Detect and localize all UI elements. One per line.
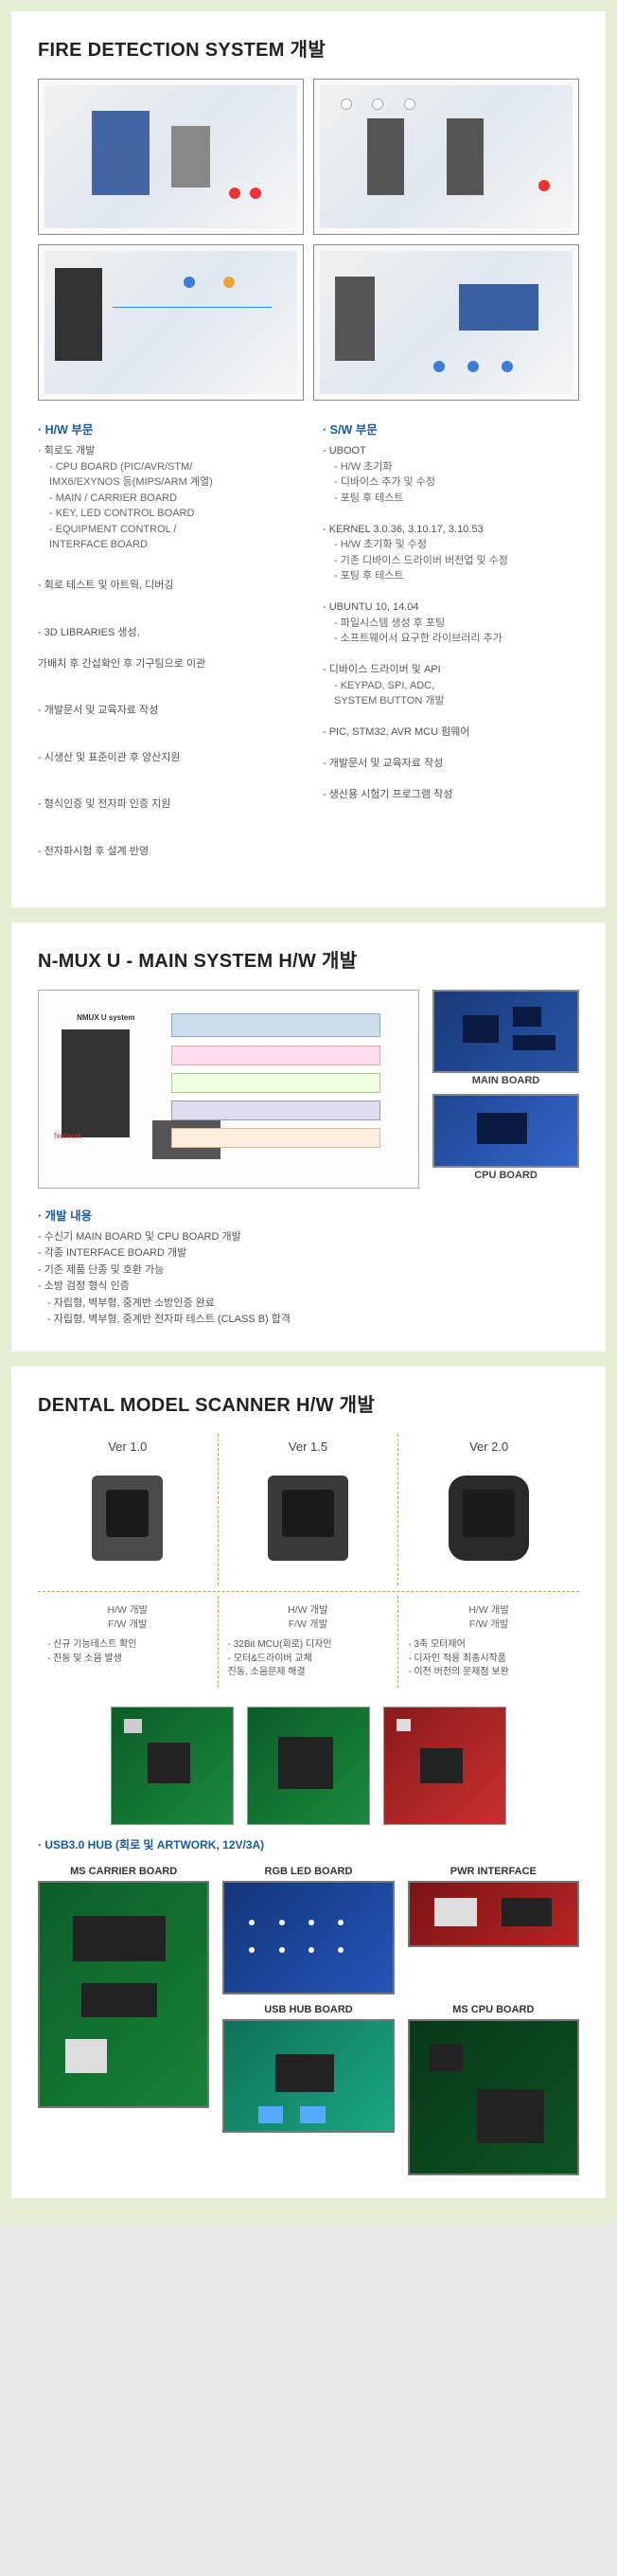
system-diagram-3 xyxy=(38,244,304,401)
dev-content-head: · 개발 내용 xyxy=(38,1206,579,1224)
version-desc-head: H/W 개발 F/W 개발 xyxy=(408,1603,570,1631)
rgb-led-label: RGB LED BOARD xyxy=(222,1866,394,1877)
rgb-led-item: RGB LED BOARD xyxy=(222,1866,394,1995)
hw-bullets-2: - 회로 테스트 및 아트웍, 디버깅 - 3D LIBRARIES 생성, 가… xyxy=(38,563,294,875)
diagram-grid xyxy=(38,79,579,401)
usb-hub-item: USB HUB BOARD xyxy=(222,2004,394,2175)
sw-bullets: - UBOOT - H/W 초기화 - 디바이스 추가 및 수정 - 포팅 후 … xyxy=(323,443,579,803)
system-diagram-2 xyxy=(313,79,579,235)
nmux-row: Network NMUX U system MAIN BOARD CPU BOA… xyxy=(38,990,579,1189)
version-title: Ver 2.0 xyxy=(406,1440,572,1454)
version-desc-1: H/W 개발 F/W 개발 - 신규 기능테스트 확인 - 진동 및 소음 발생 xyxy=(38,1596,219,1688)
board-thumbnails: MAIN BOARD CPU BOARD xyxy=(432,990,579,1189)
system-diagram-1 xyxy=(38,79,304,235)
ms-cpu-item: MS CPU BOARD xyxy=(408,2004,579,2175)
pwr-interface-item: PWR INTERFACE xyxy=(408,1866,579,1995)
section-title: FIRE DETECTION SYSTEM 개발 xyxy=(38,34,579,62)
scanner-image-v15 xyxy=(226,1463,391,1572)
version-cell-2: Ver 1.5 xyxy=(219,1434,399,1585)
page-container: FIRE DETECTION SYSTEM 개발 xyxy=(0,0,617,2225)
usb-hub-board-image xyxy=(222,2019,394,2133)
section-nmux: N-MUX U - MAIN SYSTEM H/W 개발 Network NMU… xyxy=(11,922,606,1352)
usb-hub-label: USB HUB BOARD xyxy=(222,2004,394,2015)
cpu-board-thumb xyxy=(432,1094,579,1168)
version-cell-3: Ver 2.0 xyxy=(398,1434,579,1585)
version-title: Ver 1.0 xyxy=(45,1440,210,1454)
hw-column: · H/W 부문 · 회로도 개발 - CPU BOARD (PIC/AVR/S… xyxy=(38,420,294,885)
version-title: Ver 1.5 xyxy=(226,1440,391,1454)
scanner-image-v2 xyxy=(406,1463,572,1572)
system-diagram-4 xyxy=(313,244,579,401)
section-fire-detection: FIRE DETECTION SYSTEM 개발 xyxy=(11,11,606,907)
hw-head: · H/W 부문 xyxy=(38,420,294,438)
nmux-system-diagram: Network NMUX U system xyxy=(38,990,419,1189)
usb-hub-note: · USB3.0 HUB (회로 및 ARTWORK, 12V/3A) xyxy=(38,1836,579,1852)
pcb-red xyxy=(383,1707,506,1825)
rgb-led-board-image xyxy=(222,1881,394,1995)
bottom-board-grid: MS CARRIER BOARD RGB LED BOARD PWR INTER… xyxy=(38,1866,579,2175)
pcb-green-1 xyxy=(111,1707,234,1825)
dev-content-list: - 수신기 MAIN BOARD 및 CPU BOARD 개발 - 각종 INT… xyxy=(38,1229,579,1330)
sw-head: · S/W 부문 xyxy=(323,420,579,438)
hw-bullets-1: · 회로도 개발 - CPU BOARD (PIC/AVR/STM/ IMX6/… xyxy=(38,443,294,553)
version-desc-row: H/W 개발 F/W 개발 - 신규 기능테스트 확인 - 진동 및 소음 발생… xyxy=(38,1596,579,1688)
version-desc-3: H/W 개발 F/W 개발 - 3축 모터제어 - 디자인 적용 최종시작품 -… xyxy=(398,1596,579,1688)
cpu-board-label: CPU BOARD xyxy=(432,1170,579,1181)
main-board-thumb xyxy=(432,990,579,1073)
ms-carrier-label: MS CARRIER BOARD xyxy=(38,1866,209,1877)
section-dental-scanner: DENTAL MODEL SCANNER H/W 개발 Ver 1.0 Ver … xyxy=(11,1367,606,2198)
spec-columns: · H/W 부문 · 회로도 개발 - CPU BOARD (PIC/AVR/S… xyxy=(38,420,579,885)
section-title: DENTAL MODEL SCANNER H/W 개발 xyxy=(38,1389,579,1417)
sw-column: · S/W 부문 - UBOOT - H/W 초기화 - 디바이스 추가 및 수… xyxy=(323,420,579,885)
version-row: Ver 1.0 Ver 1.5 Ver 2.0 xyxy=(38,1434,579,1585)
pwr-label: PWR INTERFACE xyxy=(408,1866,579,1877)
version-desc-head: H/W 개발 F/W 개발 xyxy=(228,1603,389,1631)
pcb-green-2 xyxy=(247,1707,370,1825)
main-board-label: MAIN BOARD xyxy=(432,1075,579,1086)
pcb-grid xyxy=(38,1707,579,1825)
version-desc-2: H/W 개발 F/W 개발 - 32Bit MCU(회로) 디자인 - 모터&드… xyxy=(219,1596,399,1688)
ms-carrier-item: MS CARRIER BOARD xyxy=(38,1866,209,2175)
scanner-image-v1 xyxy=(45,1463,210,1572)
version-desc-head: H/W 개발 F/W 개발 xyxy=(47,1603,208,1631)
ms-cpu-board-image xyxy=(408,2019,579,2175)
ms-carrier-board-image xyxy=(38,1881,209,2108)
pwr-interface-image xyxy=(408,1881,579,1947)
ms-cpu-label: MS CPU BOARD xyxy=(408,2004,579,2015)
version-cell-1: Ver 1.0 xyxy=(38,1434,219,1585)
section-title: N-MUX U - MAIN SYSTEM H/W 개발 xyxy=(38,945,579,973)
